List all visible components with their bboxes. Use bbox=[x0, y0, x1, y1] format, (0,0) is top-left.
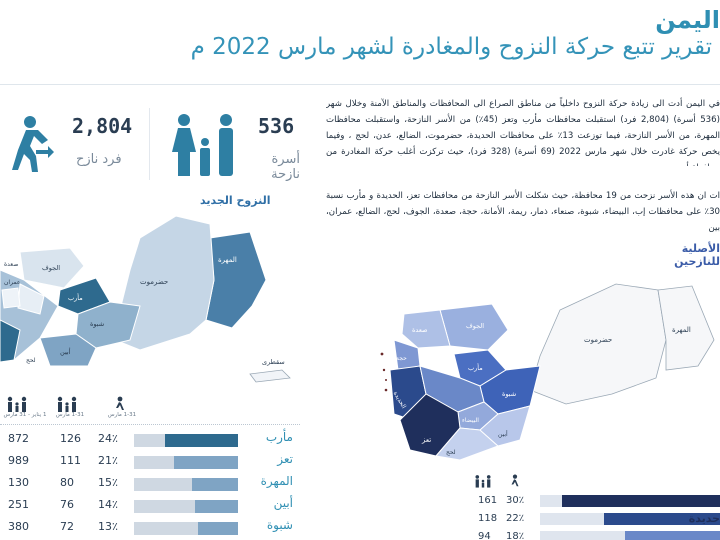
table-row: 380 72 13٪ شبوة bbox=[0, 516, 320, 538]
row-total: 989 bbox=[8, 454, 29, 467]
map-label-shabwa: شبوة bbox=[90, 320, 104, 328]
map-label-marib: مأرب bbox=[468, 363, 483, 372]
row-total: 130 bbox=[8, 476, 29, 489]
row-bar-fill bbox=[624, 531, 720, 540]
table-row: 989 111 21٪ تعز bbox=[0, 450, 320, 472]
left-table-divider bbox=[0, 424, 300, 425]
person-walking-icon bbox=[511, 474, 519, 487]
row-total: 251 bbox=[8, 498, 29, 511]
intro-paragraph-2: ات ان هذه الأسر نزحت من 19 محافظة، حيث ش… bbox=[326, 191, 720, 233]
row-percent: 14٪ bbox=[98, 498, 118, 511]
map-label-hadramawt: حضرموت bbox=[140, 278, 168, 286]
row-percent: 24٪ bbox=[98, 432, 118, 445]
col-header-jan-mar: 1 يناير - 31 مارس bbox=[3, 412, 47, 418]
map-label-bayda: البيضاء bbox=[462, 417, 479, 424]
row-bar bbox=[134, 456, 238, 469]
map-label-socotra: سقطرى bbox=[262, 358, 285, 366]
col-header-march-pct: 1-31 مارس bbox=[107, 412, 137, 418]
family-icon bbox=[57, 396, 77, 412]
row-families: 126 bbox=[60, 432, 81, 445]
row-bar bbox=[540, 513, 720, 525]
new-displacement-title: النزوح الجديد bbox=[200, 194, 271, 207]
row-bar-fill bbox=[603, 513, 720, 525]
map-label-amran: عمران bbox=[4, 279, 20, 286]
row-bar bbox=[540, 531, 720, 540]
map-label-abyan: أبين bbox=[60, 347, 71, 356]
table-row: 130 80 15٪ المهرة bbox=[0, 472, 320, 494]
kpi-families-value: 536 bbox=[258, 114, 295, 138]
row-percent: 13٪ bbox=[98, 520, 118, 533]
row-bar bbox=[134, 522, 238, 535]
report-title: اليمن bbox=[655, 6, 720, 34]
map-label-saada: صعدة bbox=[4, 261, 18, 268]
family-icon bbox=[475, 475, 491, 488]
row-governorate: أبين bbox=[273, 496, 293, 510]
row-governorate: حديدة bbox=[688, 512, 720, 525]
table-row: 872 126 24٪ مأرب bbox=[0, 428, 320, 450]
row-families: 80 bbox=[60, 476, 74, 489]
row-families: 94 bbox=[478, 531, 491, 540]
row-bar-fill bbox=[561, 495, 720, 507]
row-bar bbox=[134, 434, 238, 447]
origin-section-title: الأصلية للنازحين bbox=[674, 242, 720, 268]
row-bar bbox=[134, 478, 238, 491]
kpi-individuals-value: 2,804 bbox=[72, 114, 133, 138]
row-bar-fill bbox=[195, 500, 238, 513]
kpi-card-families: 536 أسرة نازحة bbox=[154, 108, 300, 182]
col-header-march-families: 1-31 مارس bbox=[55, 412, 85, 418]
person-walking-icon bbox=[116, 396, 124, 410]
row-bar-fill bbox=[198, 522, 238, 535]
row-bar bbox=[540, 495, 720, 507]
row-bar-fill bbox=[164, 434, 238, 447]
map-label-jawf: الجوف bbox=[466, 322, 484, 330]
row-governorate: المهرة bbox=[260, 474, 293, 488]
map-label-hajjah: حجة bbox=[396, 355, 407, 362]
row-families: 76 bbox=[60, 498, 74, 511]
table-row: 161 30٪ bbox=[470, 494, 720, 510]
row-percent: 15٪ bbox=[98, 476, 118, 489]
row-governorate: شبوة bbox=[266, 518, 293, 532]
kpi-card-individuals: 2,804 فرد نازح bbox=[0, 108, 150, 180]
row-total: 380 bbox=[8, 520, 29, 533]
map-label-jawf: الجوف bbox=[42, 264, 60, 272]
table-row: 94 18٪ bbox=[470, 530, 720, 540]
intro-paragraph-1: في اليمن أدت الى زيادة حركة النزوح داخلي… bbox=[326, 99, 720, 166]
origin-map: صعدة الجوف حضرموت المهرة مأرب شبوة حجة ا… bbox=[380, 283, 715, 461]
table-row: 118 22٪ حديدة bbox=[470, 512, 720, 528]
row-total: 872 bbox=[8, 432, 29, 445]
map-label-lahj: لحج bbox=[26, 357, 36, 364]
kpi-families-label: أسرة نازحة bbox=[271, 152, 300, 182]
map-label-hadramawt: حضرموت bbox=[584, 336, 612, 344]
table-row: 251 76 14٪ أبين bbox=[0, 494, 320, 516]
map-label-abyan: أبين bbox=[498, 430, 508, 438]
kpi-individuals-label: فرد نازح bbox=[76, 152, 122, 167]
map-label-mahra: المهرة bbox=[218, 256, 237, 264]
header-divider bbox=[0, 84, 720, 85]
family-icon bbox=[7, 396, 27, 412]
row-governorate: تعز bbox=[277, 452, 293, 466]
family-icon bbox=[172, 114, 233, 176]
map-label-marib: مأرب bbox=[68, 293, 83, 302]
row-bar-fill bbox=[173, 456, 238, 469]
row-families: 118 bbox=[478, 513, 498, 524]
row-percent: 18٪ bbox=[506, 531, 525, 540]
map-label-taiz: تعز bbox=[421, 436, 431, 444]
row-bar bbox=[134, 500, 238, 513]
row-governorate: مأرب bbox=[265, 430, 293, 444]
map-label-lahj: لحج bbox=[446, 449, 456, 456]
new-displacement-map: حضرموت المهرة الجوف مأرب شبوة أبين صعدة … bbox=[0, 215, 291, 383]
row-families: 161 bbox=[478, 495, 498, 506]
report-subtitle: تقرير تتبع حركة النزوح والمغادرة لشهر ما… bbox=[190, 34, 712, 60]
map-label-shabwa: شبوة bbox=[502, 390, 516, 398]
person-walking-icon bbox=[12, 116, 54, 172]
row-percent: 30٪ bbox=[506, 495, 525, 506]
row-bar-fill bbox=[192, 478, 238, 491]
row-percent: 21٪ bbox=[98, 454, 118, 467]
row-families: 111 bbox=[60, 454, 81, 467]
row-percent: 22٪ bbox=[506, 513, 525, 524]
map-label-saada: صعدة bbox=[412, 326, 428, 334]
row-families: 72 bbox=[60, 520, 74, 533]
map-label-mahra: المهرة bbox=[672, 326, 691, 334]
